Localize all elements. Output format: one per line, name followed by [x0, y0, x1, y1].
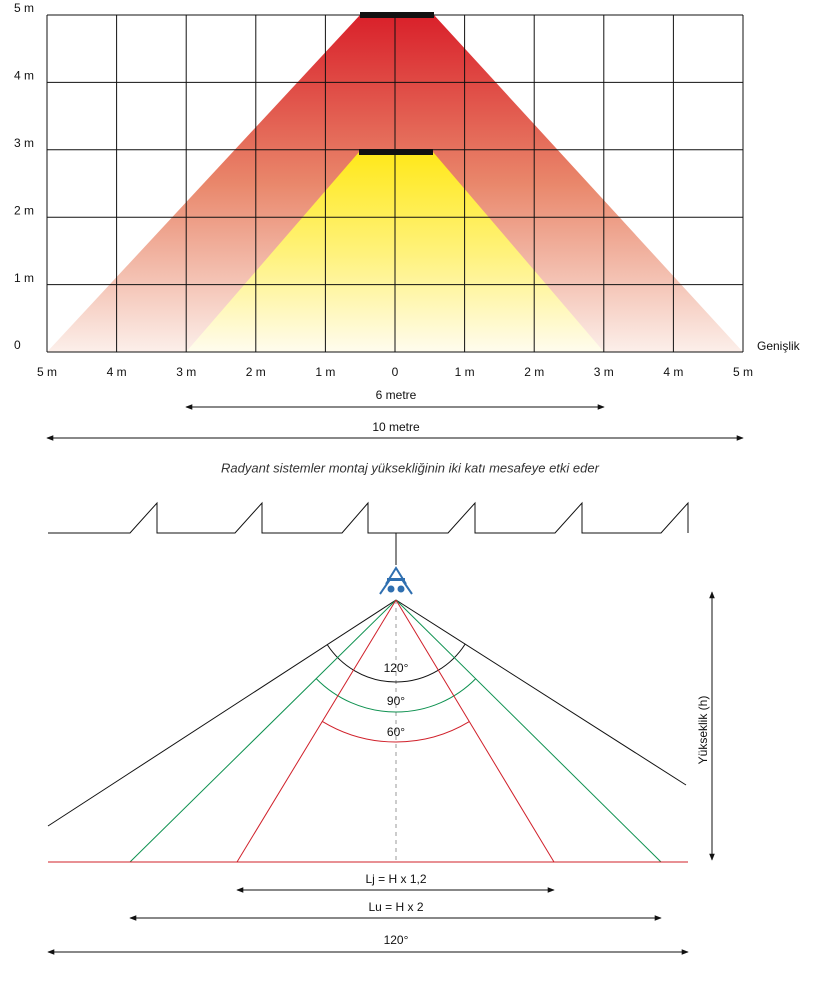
width-label: Lu = H x 2 [368, 900, 423, 914]
ray [236, 599, 397, 863]
y-label: 1 m [14, 271, 34, 285]
heater-icon [379, 566, 413, 595]
arrow-label: 10 metre [372, 420, 420, 434]
x-label: 1 m [315, 365, 335, 379]
x-label: 2 m [524, 365, 544, 379]
angle-arc [315, 678, 477, 713]
x-label: 2 m [246, 365, 266, 379]
x-label: 3 m [176, 365, 196, 379]
height-label: Yükseklik (h) [696, 696, 710, 765]
y-label: 5 m [14, 1, 34, 15]
roof [48, 501, 689, 534]
x-axis-label: Genişlik [757, 339, 801, 353]
x-label: 4 m [107, 365, 127, 379]
heater-low [359, 149, 433, 155]
arrow-label: 6 metre [376, 388, 417, 402]
caption: Radyant sistemler montaj yüksekliğinin i… [221, 460, 600, 475]
x-label: 4 m [663, 365, 683, 379]
y-label: 2 m [14, 203, 34, 217]
ray [47, 599, 397, 827]
y-label: 3 m [14, 136, 34, 150]
width-label: 120° [384, 933, 409, 947]
y-label: 4 m [14, 69, 34, 83]
angle-label: 90° [387, 694, 405, 708]
x-label: 0 [392, 365, 399, 379]
x-label: 5 m [37, 365, 57, 379]
rays [47, 599, 687, 863]
y-label: 0 [14, 338, 21, 352]
ray [129, 599, 397, 863]
angle-arc [326, 643, 466, 683]
angle-arc [322, 720, 470, 743]
heater-high [360, 12, 434, 18]
ray [395, 599, 662, 863]
ray [395, 599, 555, 863]
angle-label: 60° [387, 725, 405, 739]
ray [395, 599, 687, 786]
angle-label: 120° [384, 661, 409, 675]
x-label: 3 m [594, 365, 614, 379]
x-label: 5 m [733, 365, 753, 379]
width-label: Lj = H x 1,2 [365, 872, 426, 886]
x-label: 1 m [455, 365, 475, 379]
